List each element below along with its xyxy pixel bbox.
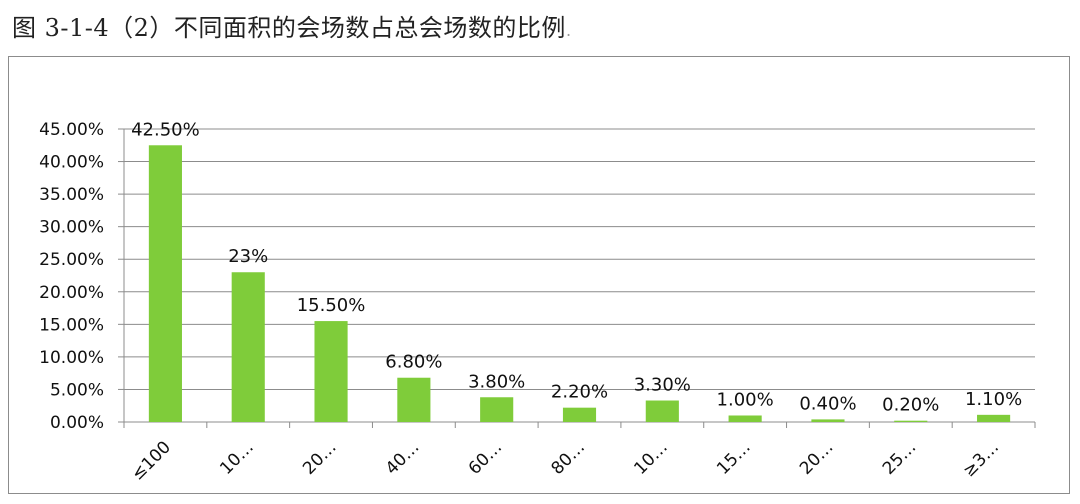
data-label: 0.20% [882,395,939,416]
data-label: 1.00% [717,389,774,410]
y-tick-label: 45.00% [39,120,104,140]
data-label: 0.40% [799,393,856,414]
x-tick-label: 40… [382,437,423,478]
y-tick-label: 20.00% [39,283,104,303]
x-tick-label: 60… [465,437,506,478]
y-tick-label: 35.00% [39,185,104,205]
caption-text: 图 3-1-4（2）不同面积的会场数占总会场数的比例 [12,14,566,42]
y-tick-label: 15.00% [39,315,104,335]
y-tick-label: 40.00% [39,153,104,173]
x-tick-label: 25… [879,437,920,478]
bar [977,414,1011,422]
x-tick-label: ≤100 [128,437,175,484]
bar [811,419,845,422]
data-label: 3.80% [468,371,525,392]
bar [231,272,265,422]
data-label: 6.80% [385,352,442,373]
data-label: 15.50% [297,295,366,316]
x-tick-label: 10… [630,437,671,478]
bar [645,400,679,422]
bar [397,377,431,422]
data-label: 42.50% [131,119,200,140]
y-tick-label: 5.00% [50,380,104,400]
data-label: 1.10% [965,389,1022,410]
bar [562,407,597,422]
bar [148,145,182,422]
y-tick-label: 0.00% [50,413,104,433]
x-tick-label: 10… [216,437,257,478]
data-label: 3.30% [634,375,691,396]
figure-caption: 图 3-1-4（2）不同面积的会场数占总会场数的比例. [12,8,572,43]
x-tick-label: 15… [713,437,754,478]
y-tick-label: 30.00% [39,218,104,238]
data-label: 2.20% [551,382,608,403]
bar [894,420,928,422]
data-label: 23% [228,246,268,267]
x-tick-label: 20… [796,437,837,478]
y-tick-label: 25.00% [39,250,104,270]
x-tick-label: ≥3… [959,437,1003,481]
bar [480,397,514,422]
x-tick-label: 80… [548,437,589,478]
y-tick-label: 10.00% [39,348,104,368]
bar [728,415,762,422]
bar [314,321,348,422]
caption-tail: . [565,21,572,40]
x-tick-label: 20… [299,437,340,478]
